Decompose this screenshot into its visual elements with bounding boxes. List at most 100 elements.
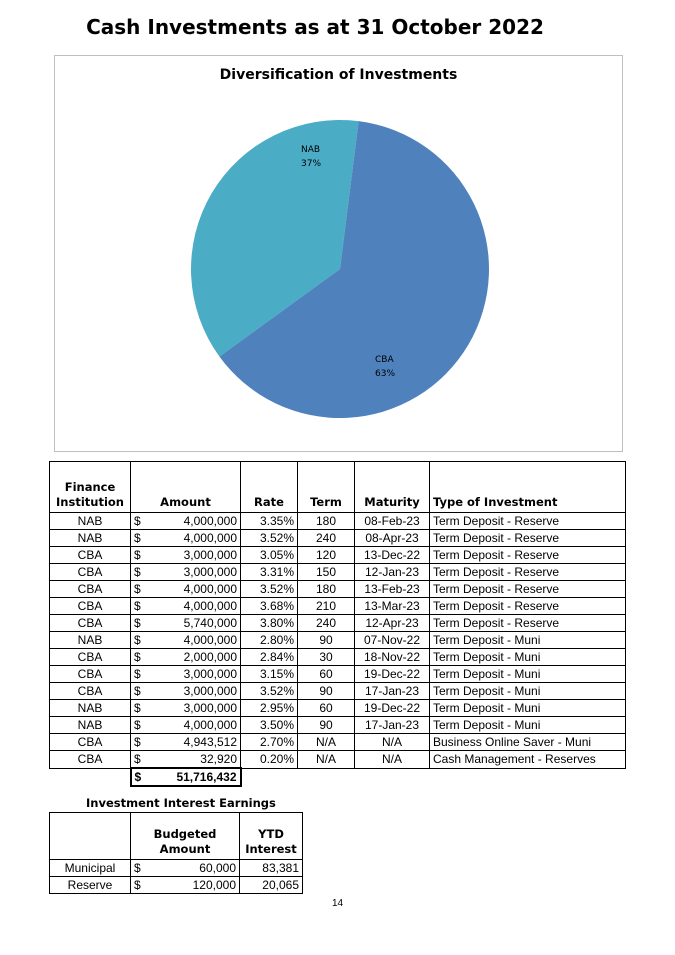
total-row: $51,716,432 (50, 767, 626, 787)
cell-amount: $3,000,000 (130, 699, 241, 717)
cell-rate: 2.70% (240, 733, 298, 751)
cell-amount: $3,000,000 (130, 546, 241, 564)
earnings-title: Investment Interest Earnings (86, 796, 276, 810)
table-row: CBA $5,740,000 3.80% 240 12-Apr-23 Term Depos… (49, 614, 626, 632)
cell-rate: 3.80% (240, 614, 298, 632)
cell-maturity: 17-Jan-23 (354, 716, 430, 734)
cell-term: 90 (297, 682, 355, 700)
slice-percent-nab: 37% (301, 159, 321, 169)
cell-maturity: N/A (354, 733, 430, 751)
cell-rate: 3.50% (240, 716, 298, 734)
amount-value: 4,943,512 (183, 734, 237, 749)
cell-amount: $2,000,000 (130, 648, 241, 666)
cell-amount: $3,000,000 (130, 682, 241, 700)
table-row: CBA $3,000,000 3.52% 90 17-Jan-23 Term Deposi… (49, 682, 626, 700)
header-budgeted: Budgeted Amount (130, 812, 240, 860)
cell-rate: 3.52% (240, 682, 298, 700)
table-row: NAB $4,000,000 2.80% 90 07-Nov-22 Term Deposi… (49, 631, 626, 649)
amount-value: 4,000,000 (183, 598, 237, 613)
pie-slice-nab (191, 120, 359, 357)
slice-percent-cba: 63% (375, 369, 395, 379)
cell-term: 90 (297, 631, 355, 649)
cell-rate: 3.68% (240, 597, 298, 615)
cell-type: Term Deposit - Reserve (429, 529, 626, 547)
amount-value: 3,000,000 (183, 666, 237, 681)
header-amount: Amount (130, 461, 241, 513)
cell-institution: CBA (49, 733, 131, 751)
table-row: CBA $3,000,000 3.05% 120 13-Dec-22 Term Depos… (49, 546, 626, 564)
amount-value: 5,740,000 (183, 615, 237, 630)
cell-rate: 2.95% (240, 699, 298, 717)
currency-symbol: $ (134, 700, 141, 715)
cell-type: Term Deposit - Muni (429, 665, 626, 683)
slice-label-nab: NAB (301, 145, 320, 155)
currency-symbol: $ (134, 564, 141, 579)
header-institution: Finance Institution (49, 461, 131, 513)
cell-term: 180 (297, 512, 355, 530)
cell-maturity: 08-Apr-23 (354, 529, 430, 547)
total-amount: $51,716,432 (129, 767, 242, 787)
cell-maturity: 12-Jan-23 (354, 563, 430, 581)
cell-amount: $3,000,000 (130, 563, 241, 581)
currency-symbol: $ (134, 649, 141, 664)
table-row: CBA $4,943,512 2.70% N/A N/A Business Online … (49, 733, 626, 751)
header-rate: Rate (240, 461, 298, 513)
amount-value: 4,000,000 (183, 632, 237, 647)
cell-amount: $4,000,000 (130, 580, 241, 598)
table-row: NAB $3,000,000 2.95% 60 19-Dec-22 Term Deposi… (49, 699, 626, 717)
cell-maturity: 19-Dec-22 (354, 699, 430, 717)
pie-chart: NAB 37% CBA 63% (191, 120, 490, 418)
cell-maturity: 18-Nov-22 (354, 648, 430, 666)
cell-institution: CBA (49, 682, 131, 700)
header-maturity: Maturity (354, 461, 430, 513)
cell-institution: NAB (49, 699, 131, 717)
cell-institution: NAB (49, 512, 131, 530)
currency-symbol: $ (134, 666, 141, 681)
currency-symbol: $ (134, 530, 141, 545)
pie-chart-panel: Diversification of Investments NAB 37% CBA… (54, 55, 623, 452)
cell-type: Term Deposit - Muni (429, 699, 626, 717)
page-title: Cash Investments as at 31 October 2022 (86, 15, 544, 39)
cell-term: 180 (297, 580, 355, 598)
earnings-row: Reserve $120,000 20,065 (49, 876, 303, 894)
header-type: Type of Investment (429, 461, 626, 513)
cell-type: Term Deposit - Muni (429, 716, 626, 734)
table-row: CBA $4,000,000 3.52% 180 13-Feb-23 Term Depos… (49, 580, 626, 598)
cell-type: Cash Management - Reserves (429, 750, 626, 769)
table-row: CBA $3,000,000 3.31% 150 12-Jan-23 Term Depos… (49, 563, 626, 581)
earnings-budgeted: $120,000 (130, 876, 240, 894)
cell-amount: $4,000,000 (130, 631, 241, 649)
cell-institution: NAB (49, 716, 131, 734)
cell-amount: $3,000,000 (130, 665, 241, 683)
cell-term: 240 (297, 614, 355, 632)
cell-rate: 0.20% (240, 750, 298, 769)
table-row: NAB $4,000,000 3.52% 240 08-Apr-23 Term Depos… (49, 529, 626, 547)
cell-institution: CBA (49, 614, 131, 632)
cell-maturity: 08-Feb-23 (354, 512, 430, 530)
cell-amount: $5,740,000 (130, 614, 241, 632)
currency-symbol: $ (134, 751, 141, 766)
cell-institution: NAB (49, 529, 131, 547)
cell-amount: $4,000,000 (130, 597, 241, 615)
earnings-ytd: 20,065 (239, 876, 303, 894)
table-row: CBA $32,920 0.20% N/A N/A Cash Management - R… (49, 750, 626, 769)
earnings-header-row: Budgeted Amount YTD Interest (49, 812, 303, 860)
cell-rate: 2.80% (240, 631, 298, 649)
earnings-table: Budgeted Amount YTD Interest Municipal $6… (49, 812, 303, 894)
cell-term: 120 (297, 546, 355, 564)
cell-term: 150 (297, 563, 355, 581)
cell-type: Term Deposit - Muni (429, 631, 626, 649)
page-number: 14 (331, 898, 344, 909)
cell-maturity: 12-Apr-23 (354, 614, 430, 632)
currency-symbol: $ (134, 632, 141, 647)
cell-rate: 3.05% (240, 546, 298, 564)
cell-term: 90 (297, 716, 355, 734)
table-row: CBA $3,000,000 3.15% 60 19-Dec-22 Term Deposi… (49, 665, 626, 683)
cell-amount: $4,943,512 (130, 733, 241, 751)
cell-institution: CBA (49, 580, 131, 598)
cell-type: Business Online Saver - Muni (429, 733, 626, 751)
earnings-label: Reserve (49, 876, 131, 894)
cell-maturity: 07-Nov-22 (354, 631, 430, 649)
cell-institution: CBA (49, 546, 131, 564)
cell-type: Term Deposit - Reserve (429, 546, 626, 564)
